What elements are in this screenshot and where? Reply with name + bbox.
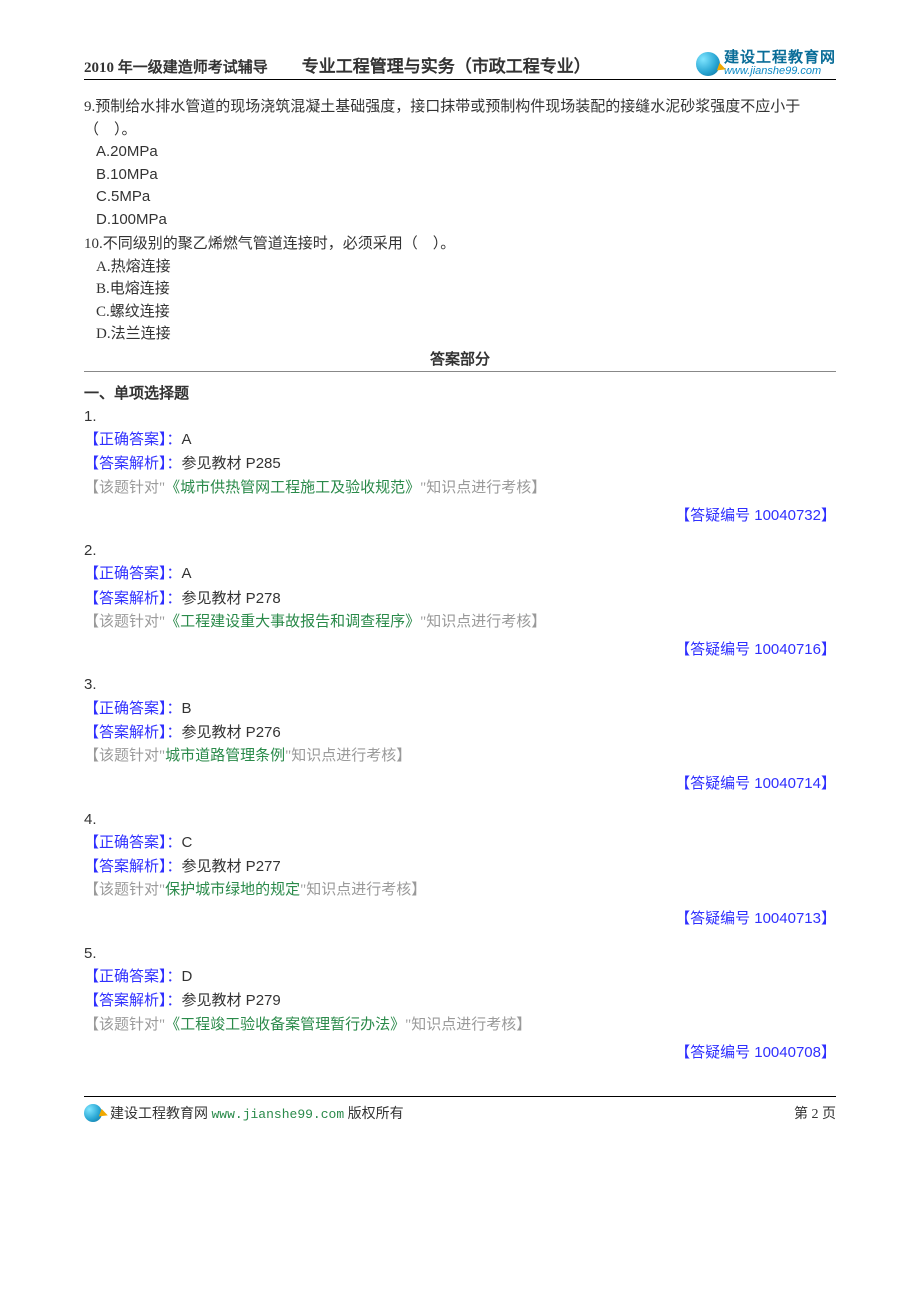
question-text: 9.预制给水排水管道的现场浇筑混凝土基础强度，接口抹带或预制构件现场装配的接缝水… [84,96,836,141]
logo-cn-text: 建设工程教育网 [724,50,836,66]
correct-label: 【正确答案】： [84,835,182,851]
globe-icon [84,1104,102,1122]
answer-section-title: 答案部分 [84,348,836,369]
correct-label: 【正确答案】： [84,969,182,985]
correct-label: 【正确答案】： [84,432,182,448]
globe-icon [696,52,720,76]
analysis-label: 【答案解析】： [84,456,182,472]
divider [84,371,836,372]
answers-block: 1.【正确答案】：A【答案解析】：参见教材 P285【该题针对"《城市供热管网工… [84,405,836,1064]
analysis-line: 【答案解析】：参见教材 P285 [84,452,836,476]
answer-number: 5. [84,942,836,965]
correct-label: 【正确答案】： [84,701,182,717]
answer-item: 5.【正确答案】：D【答案解析】：参见教材 P279【该题针对"《工程竣工验收备… [84,942,836,1064]
footer-divider [84,1096,836,1097]
topic-note: 【该题针对"《工程竣工验收备案管理暂行办法》"知识点进行考核】 [84,1014,836,1037]
answer-heading: 一、单项选择题 [84,382,836,403]
questions-block: 9.预制给水排水管道的现场浇筑混凝土基础强度，接口抹带或预制构件现场装配的接缝水… [84,96,836,346]
correct-value: A [182,431,192,448]
analysis-value: 参见教材 P278 [182,590,281,607]
note-suffix: "知识点进行考核】 [420,614,546,630]
footer-url: www.jianshe99.com [212,1107,345,1122]
footer-suffix: 版权所有 [344,1107,404,1122]
correct-answer-line: 【正确答案】：A [84,562,836,586]
analysis-line: 【答案解析】：参见教材 P279 [84,989,836,1013]
option: B.10MPa [84,164,836,187]
option: A.20MPa [84,141,836,164]
note-topic: 《城市供热管网工程施工及验收规范》 [165,480,420,496]
note-topic: 城市道路管理条例 [165,748,285,764]
faq-number: 【答疑编号 10040716】 [84,638,836,661]
note-topic: 《工程建设重大事故报告和调查程序》 [165,614,420,630]
faq-number: 【答疑编号 10040708】 [84,1041,836,1064]
answer-number: 1. [84,405,836,428]
analysis-label: 【答案解析】： [84,591,182,607]
answer-number: 3. [84,673,836,696]
analysis-label: 【答案解析】： [84,993,182,1009]
header-mid: 专业工程管理与实务（市政工程专业） [302,52,591,77]
correct-answer-line: 【正确答案】：A [84,428,836,452]
note-suffix: "知识点进行考核】 [285,748,411,764]
analysis-line: 【答案解析】：参见教材 P276 [84,721,836,745]
question: 9.预制给水排水管道的现场浇筑混凝土基础强度，接口抹带或预制构件现场装配的接缝水… [84,96,836,231]
correct-answer-line: 【正确答案】：C [84,831,836,855]
header-left: 2010 年一级建造师考试辅导 [84,56,268,77]
analysis-value: 参见教材 P276 [182,724,281,741]
note-prefix: 【该题针对" [84,1017,165,1033]
footer-text: 建设工程教育网 www.jianshe99.com 版权所有 [110,1103,404,1123]
option: C.5MPa [84,186,836,209]
answer-item: 2.【正确答案】：A【答案解析】：参见教材 P278【该题针对"《工程建设重大事… [84,539,836,661]
analysis-value: 参见教材 P285 [182,455,281,472]
answer-item: 4.【正确答案】：C【答案解析】：参见教材 P277【该题针对"保护城市绿地的规… [84,808,836,930]
note-topic: 保护城市绿地的规定 [165,882,300,898]
question: 10.不同级别的聚乙烯燃气管道连接时，必须采用（ ）。A.热熔连接B.电熔连接C… [84,233,836,346]
correct-value: A [182,565,192,582]
option: B.电熔连接 [84,278,836,301]
faq-number: 【答疑编号 10040732】 [84,504,836,527]
correct-value: B [182,700,192,717]
analysis-value: 参见教材 P277 [182,858,281,875]
correct-answer-line: 【正确答案】：D [84,965,836,989]
logo-url-text: www.jianshe99.com [724,66,836,78]
note-prefix: 【该题针对" [84,480,165,496]
note-prefix: 【该题针对" [84,614,165,630]
correct-value: D [182,968,193,985]
analysis-label: 【答案解析】： [84,725,182,741]
answer-item: 3.【正确答案】：B【答案解析】：参见教材 P276【该题针对"城市道路管理条例… [84,673,836,795]
note-suffix: "知识点进行考核】 [420,480,546,496]
faq-number: 【答疑编号 10040714】 [84,772,836,795]
topic-note: 【该题针对"城市道路管理条例"知识点进行考核】 [84,745,836,768]
option: D.100MPa [84,209,836,232]
page-header: 2010 年一级建造师考试辅导 专业工程管理与实务（市政工程专业） 建设工程教育… [84,50,836,80]
analysis-line: 【答案解析】：参见教材 P277 [84,855,836,879]
correct-answer-line: 【正确答案】：B [84,697,836,721]
answer-number: 4. [84,808,836,831]
header-logo: 建设工程教育网 www.jianshe99.com [696,50,836,77]
note-prefix: 【该题针对" [84,882,165,898]
answer-number: 2. [84,539,836,562]
note-topic: 《工程竣工验收备案管理暂行办法》 [165,1017,405,1033]
note-suffix: "知识点进行考核】 [405,1017,531,1033]
question-text: 10.不同级别的聚乙烯燃气管道连接时，必须采用（ ）。 [84,233,836,256]
option: D.法兰连接 [84,323,836,346]
note-prefix: 【该题针对" [84,748,165,764]
correct-value: C [182,834,193,851]
note-suffix: "知识点进行考核】 [300,882,426,898]
answer-item: 1.【正确答案】：A【答案解析】：参见教材 P285【该题针对"《城市供热管网工… [84,405,836,527]
page-footer: 建设工程教育网 www.jianshe99.com 版权所有 第 2 页 [84,1103,836,1123]
analysis-line: 【答案解析】：参见教材 P278 [84,587,836,611]
topic-note: 【该题针对"保护城市绿地的规定"知识点进行考核】 [84,879,836,902]
footer-prefix: 建设工程教育网 [110,1107,212,1122]
analysis-value: 参见教材 P279 [182,992,281,1009]
correct-label: 【正确答案】： [84,566,182,582]
topic-note: 【该题针对"《工程建设重大事故报告和调查程序》"知识点进行考核】 [84,611,836,634]
faq-number: 【答疑编号 10040713】 [84,907,836,930]
analysis-label: 【答案解析】： [84,859,182,875]
option: A.热熔连接 [84,256,836,279]
topic-note: 【该题针对"《城市供热管网工程施工及验收规范》"知识点进行考核】 [84,477,836,500]
page-number: 第 2 页 [794,1103,836,1123]
option: C.螺纹连接 [84,301,836,324]
